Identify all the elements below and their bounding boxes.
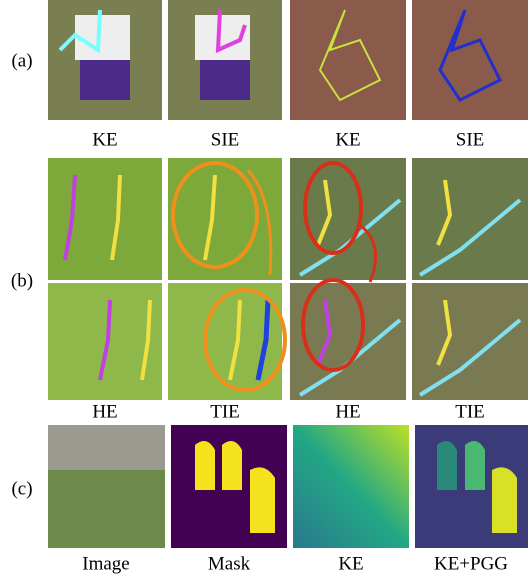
pgg-shape <box>465 441 485 490</box>
row-label: (a) <box>11 50 32 71</box>
figure: (a) (b) (c) KE SIE KE SIE HE TIE HE TIE … <box>0 0 531 578</box>
row-a-images <box>48 0 528 120</box>
photo <box>48 425 165 470</box>
caption: Mask <box>208 553 251 574</box>
row-c-images <box>48 425 528 548</box>
photo <box>48 158 162 280</box>
photo <box>48 283 162 400</box>
caption: Image <box>82 553 129 574</box>
row-label: (c) <box>11 478 32 499</box>
photo <box>412 0 528 120</box>
row-b-images <box>48 158 528 400</box>
photo <box>80 60 130 100</box>
pgg-shape <box>492 467 517 533</box>
caption: KE <box>335 129 360 150</box>
caption: SIE <box>211 129 240 150</box>
caption: HE <box>92 401 117 422</box>
caption: KE <box>338 553 363 574</box>
caption: KE <box>92 129 117 150</box>
photo <box>290 0 406 120</box>
caption: HE <box>335 401 360 422</box>
caption: SIE <box>456 129 485 150</box>
caption: TIE <box>455 401 485 422</box>
caption: KE+PGG <box>434 553 508 574</box>
photo <box>75 15 130 60</box>
depth-image <box>293 425 409 548</box>
photo <box>200 60 250 100</box>
row-label: (b) <box>11 270 33 291</box>
caption: TIE <box>210 401 240 422</box>
photo <box>412 283 528 400</box>
photo <box>412 158 528 280</box>
pgg-shape <box>437 441 457 490</box>
